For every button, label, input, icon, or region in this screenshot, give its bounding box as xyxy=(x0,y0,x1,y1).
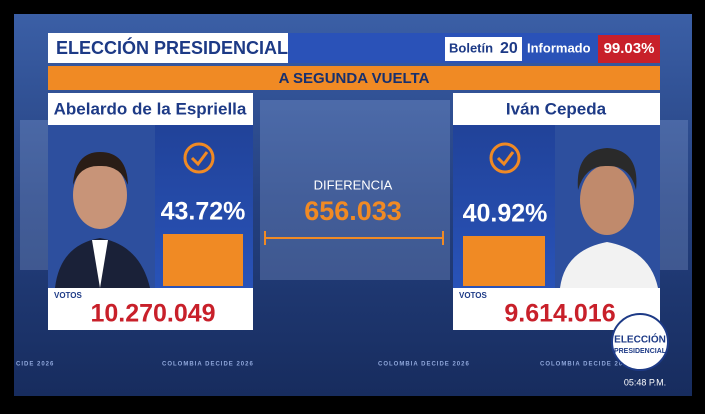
votes: 9.614.016 xyxy=(504,300,615,328)
reported-label: Informado xyxy=(527,40,591,55)
bg-text: COLOMBIA DECIDE 2026 xyxy=(378,362,470,368)
logo-line: PRESIDENCIAL xyxy=(614,348,667,355)
candidate-name: Abelardo de la Espriella xyxy=(54,99,247,118)
reported-box xyxy=(598,35,660,63)
candidate-name: Iván Cepeda xyxy=(506,99,607,118)
check-icon xyxy=(183,142,215,174)
time: 05:48 P.M. xyxy=(624,377,666,387)
building xyxy=(20,100,688,280)
percent-block xyxy=(163,234,243,286)
logo xyxy=(611,313,669,371)
bg-text: COLOMBIA DECIDE 2026 xyxy=(540,362,632,368)
reported-value: 99.03% xyxy=(604,40,655,57)
photo xyxy=(555,125,660,288)
title-box xyxy=(48,33,288,63)
bg-text: COLOMBIA DECIDE 2026 xyxy=(162,362,254,368)
candidate-percent: 43.72% xyxy=(161,198,246,226)
banner xyxy=(48,66,660,90)
logo-line: ELECCIÓN xyxy=(614,333,666,346)
photo xyxy=(48,125,155,288)
check-mark xyxy=(190,151,209,167)
votes-label: VOTOS xyxy=(54,291,83,300)
header-title: ELECCIÓN PRESIDENCIAL xyxy=(56,37,288,58)
votes: 10.270.049 xyxy=(90,300,215,328)
difference-value: 656.033 xyxy=(304,196,402,226)
bulletin-number: 20 xyxy=(500,40,518,57)
votes-box xyxy=(48,288,253,330)
check-mark xyxy=(496,151,515,167)
candidate-percent: 40.92% xyxy=(463,200,548,228)
votes-label: VOTOS xyxy=(459,291,488,300)
name-box xyxy=(453,93,660,125)
bulletin-label: Boletín xyxy=(449,40,493,55)
difference-label: DIFERENCIA xyxy=(314,177,393,192)
name-box xyxy=(48,93,253,125)
check-icon xyxy=(489,142,521,174)
banner-text: A SEGUNDA VUELTA xyxy=(279,70,430,87)
difference-line xyxy=(264,231,444,245)
percent-block xyxy=(463,236,545,286)
bg-text: CIDE 2026 xyxy=(16,362,54,368)
bulletin-box xyxy=(445,37,522,61)
